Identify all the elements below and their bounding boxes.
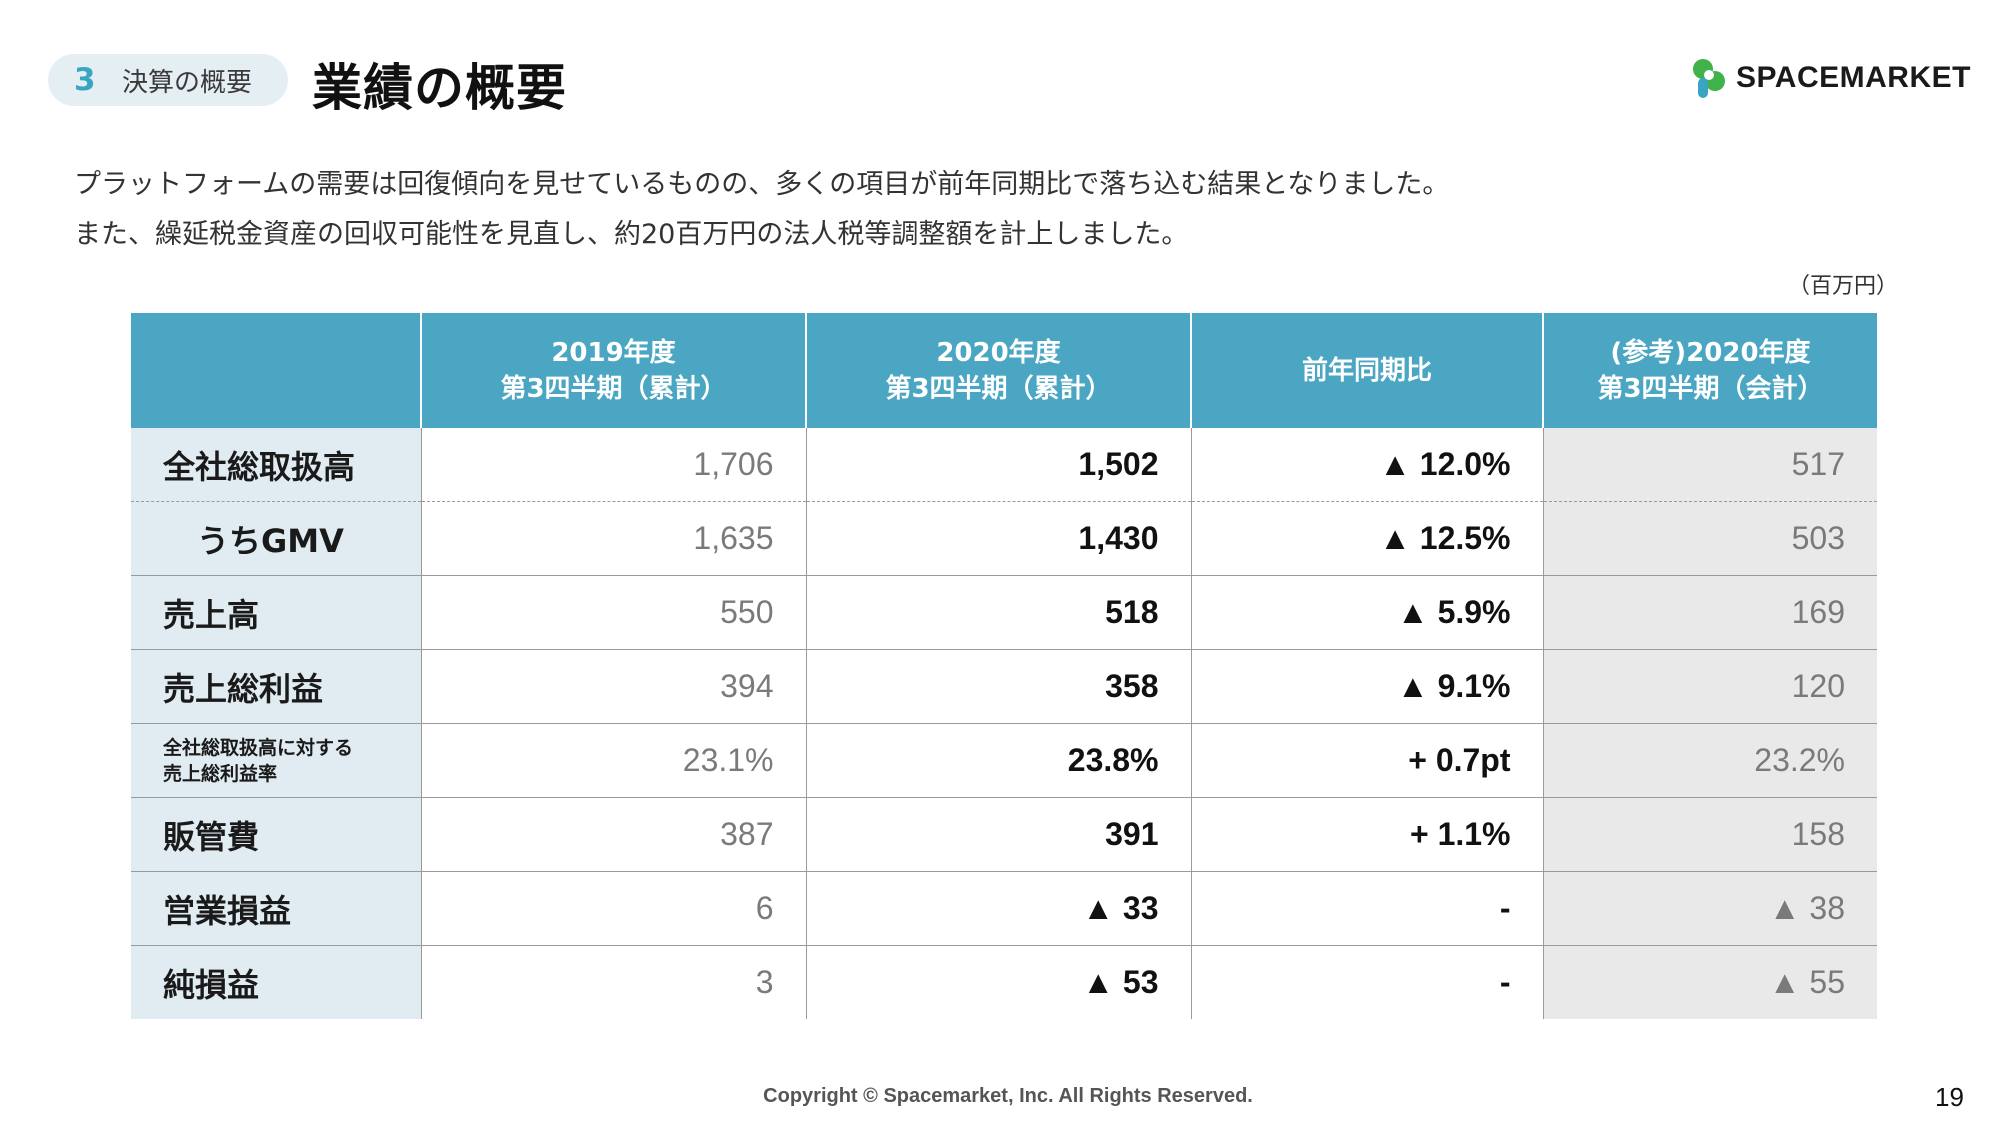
value-2019: 1,635	[420, 501, 806, 576]
intro-line-1: プラットフォームの需要は回復傾向を見せているものの、多くの項目が前年同期比で落ち…	[74, 169, 1450, 200]
table-row: 営業損益 6 ▲ 33 - ▲ 38	[131, 871, 1877, 946]
value-reference: 169	[1542, 575, 1877, 650]
table-row: 売上総利益 394 358 ▲ 9.1% 120	[131, 649, 1877, 724]
row-label: 全社総取扱高	[131, 428, 421, 502]
row-label: 営業損益	[131, 871, 421, 946]
header-cell-yoy: 前年同期比	[1190, 313, 1543, 428]
section-number: 3	[74, 62, 96, 98]
table-header-row: 2019年度 第3四半期（累計） 2020年度 第3四半期（累計） 前年同期比 (参…	[131, 313, 1877, 428]
section-label: 決算の概要	[122, 67, 253, 98]
table-row: 全社総取扱高に対する 売上総利益率 23.1% 23.8% + 0.7pt 23…	[131, 723, 1877, 798]
copyright-footer: Copyright © Spacemarket, Inc. All Rights…	[763, 1085, 1253, 1107]
value-yoy: ▲ 5.9%	[1190, 575, 1543, 650]
value-2019: 23.1%	[420, 723, 806, 798]
value-2020: 23.8%	[805, 723, 1191, 798]
header-cell-fy2019: 2019年度 第3四半期（累計）	[420, 313, 806, 428]
page-title: 業績の概要	[312, 59, 567, 117]
logo-wordmark: SPACEMARKET	[1736, 61, 1971, 94]
value-yoy: ▲ 12.5%	[1190, 501, 1543, 576]
unit-label: （百万円）	[1788, 274, 1899, 299]
row-label-line-1: 全社総取扱高に対する	[163, 736, 354, 759]
value-reference: 158	[1542, 797, 1877, 872]
value-2019: 3	[420, 945, 806, 1019]
value-2019: 1,706	[420, 428, 806, 502]
table-row: 売上高 550 518 ▲ 5.9% 169	[131, 575, 1877, 650]
row-label: 販管費	[131, 797, 421, 872]
row-label: うちGMV	[131, 501, 421, 576]
value-reference: 517	[1542, 428, 1877, 502]
value-reference: ▲ 38	[1542, 871, 1877, 946]
value-2019: 550	[420, 575, 806, 650]
value-reference: ▲ 55	[1542, 945, 1877, 1019]
value-yoy: -	[1190, 945, 1543, 1019]
page-number: 19	[1935, 1082, 1964, 1112]
value-yoy: + 0.7pt	[1190, 723, 1543, 798]
header-cell-fy2020: 2020年度 第3四半期（累計）	[805, 313, 1191, 428]
section-badge: 3 決算の概要	[48, 54, 288, 106]
row-label: 純損益	[131, 945, 421, 1019]
intro-text: プラットフォームの需要は回復傾向を見せているものの、多くの項目が前年同期比で落ち…	[74, 160, 1449, 260]
value-2019: 387	[420, 797, 806, 872]
company-logo: SPACEMARKET	[1688, 52, 1971, 104]
table-row: 純損益 3 ▲ 53 - ▲ 55	[131, 945, 1877, 1019]
value-2020: 518	[805, 575, 1191, 650]
value-yoy: + 1.1%	[1190, 797, 1543, 872]
header-cell-reference: (参考)2020年度 第3四半期（会計）	[1542, 313, 1877, 428]
value-yoy: -	[1190, 871, 1543, 946]
row-label: 全社総取扱高に対する 売上総利益率	[131, 723, 421, 798]
value-2020: 391	[805, 797, 1191, 872]
value-2020: 358	[805, 649, 1191, 724]
value-2020: 1,430	[805, 501, 1191, 576]
value-2019: 6	[420, 871, 806, 946]
row-label-line-2: 売上総利益率	[163, 762, 278, 785]
intro-line-2: また、繰延税金資産の回収可能性を見直し、約20百万円の法人税等調整額を計上しまし…	[74, 219, 1189, 250]
value-reference: 120	[1542, 649, 1877, 724]
spacemarket-logo-icon	[1693, 59, 1725, 98]
value-2020: 1,502	[805, 428, 1191, 502]
row-label: 売上総利益	[131, 649, 421, 724]
value-reference: 503	[1542, 501, 1877, 576]
table-row: 販管費 387 391 + 1.1% 158	[131, 797, 1877, 872]
value-reference: 23.2%	[1542, 723, 1877, 798]
value-2020: ▲ 33	[805, 871, 1191, 946]
value-2019: 394	[420, 649, 806, 724]
row-label: 売上高	[131, 575, 421, 650]
table-row: うちGMV 1,635 1,430 ▲ 12.5% 503	[131, 501, 1877, 576]
value-yoy: ▲ 9.1%	[1190, 649, 1543, 724]
header-cell-empty	[131, 313, 421, 428]
value-yoy: ▲ 12.0%	[1190, 428, 1543, 502]
table-row: 全社総取扱高 1,706 1,502 ▲ 12.0% 517	[131, 428, 1877, 502]
performance-summary-table: 2019年度 第3四半期（累計） 2020年度 第3四半期（累計） 前年同期比 (参…	[131, 313, 1877, 1019]
value-2020: ▲ 53	[805, 945, 1191, 1019]
